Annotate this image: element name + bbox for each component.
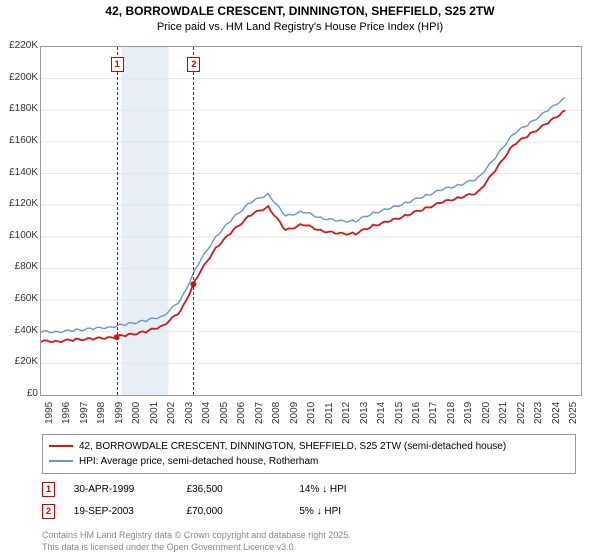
sale-marker-icon: 1 — [111, 57, 124, 72]
x-axis-label: 2002 — [166, 402, 177, 424]
x-axis-label: 1998 — [96, 402, 107, 424]
sale-delta: 5% ↓ HPI — [299, 506, 341, 517]
x-axis-label: 2005 — [219, 402, 230, 424]
sale-price: £70,000 — [187, 506, 297, 517]
x-axis-label: 2019 — [463, 402, 474, 424]
x-axis-label: 2001 — [149, 402, 160, 424]
sale-row-1: 1 30-APR-1999 £36,500 14% ↓ HPI — [42, 482, 347, 497]
y-axis-label: £180K — [0, 103, 40, 114]
page-title: 42, BORROWDALE CRESCENT, DINNINGTON, SHE… — [0, 0, 600, 20]
x-axis-label: 2018 — [446, 402, 457, 424]
y-axis-label: £140K — [0, 167, 40, 178]
x-axis-label: 2017 — [428, 402, 439, 424]
x-axis-label: 2020 — [481, 402, 492, 424]
sale-marker-icon: 2 — [42, 504, 55, 519]
y-axis-label: £60K — [0, 293, 40, 304]
sale-marker-icon: 2 — [187, 57, 200, 72]
x-axis-label: 1995 — [44, 402, 55, 424]
sale-delta: 14% ↓ HPI — [299, 484, 346, 495]
x-axis-label: 2006 — [236, 402, 247, 424]
x-axis-label: 2003 — [184, 402, 195, 424]
x-axis-label: 2009 — [289, 402, 300, 424]
x-axis-label: 2012 — [341, 402, 352, 424]
x-axis-label: 2025 — [568, 402, 579, 424]
y-axis-label: £120K — [0, 198, 40, 209]
price-chart: 12 — [40, 46, 582, 396]
x-axis-label: 2015 — [394, 402, 405, 424]
x-axis-label: 2016 — [411, 402, 422, 424]
x-axis-label: 2000 — [131, 402, 142, 424]
x-axis-label: 1996 — [61, 402, 72, 424]
license-line: This data is licensed under the Open Gov… — [42, 542, 576, 554]
x-axis-label: 2007 — [254, 402, 265, 424]
legend-item-hpi: HPI: Average price, semi-detached house,… — [49, 454, 569, 469]
x-axis-label: 2021 — [498, 402, 509, 424]
x-axis-label: 1999 — [114, 402, 125, 424]
sale-marker-icon: 1 — [42, 482, 55, 497]
y-axis-label: £220K — [0, 40, 40, 51]
x-axis-label: 2022 — [516, 402, 527, 424]
legend-label: 42, BORROWDALE CRESCENT, DINNINGTON, SHE… — [79, 441, 506, 452]
y-axis-label: £20K — [0, 356, 40, 367]
x-axis-label: 2008 — [271, 402, 282, 424]
x-axis-label: 1997 — [79, 402, 90, 424]
y-axis-label: £0 — [0, 388, 40, 399]
sale-row-2: 2 19-SEP-2003 £70,000 5% ↓ HPI — [42, 504, 341, 519]
x-axis-label: 2011 — [324, 402, 335, 424]
page-subtitle: Price paid vs. HM Land Registry's House … — [0, 20, 600, 34]
y-axis-label: £80K — [0, 261, 40, 272]
y-axis-label: £160K — [0, 135, 40, 146]
x-axis-label: 2013 — [359, 402, 370, 424]
license-text: Contains HM Land Registry data © Crown c… — [42, 530, 576, 553]
x-axis-label: 2004 — [201, 402, 212, 424]
sale-date: 19-SEP-2003 — [74, 506, 184, 517]
x-axis-label: 2024 — [551, 402, 562, 424]
license-line: Contains HM Land Registry data © Crown c… — [42, 530, 576, 542]
sale-date: 30-APR-1999 — [74, 484, 184, 495]
legend-label: HPI: Average price, semi-detached house,… — [79, 456, 318, 467]
x-axis-label: 2023 — [533, 402, 544, 424]
legend-item-price: 42, BORROWDALE CRESCENT, DINNINGTON, SHE… — [49, 439, 569, 454]
y-axis-label: £100K — [0, 230, 40, 241]
y-axis-label: £40K — [0, 325, 40, 336]
x-axis-label: 2010 — [306, 402, 317, 424]
sale-price: £36,500 — [187, 484, 297, 495]
legend: 42, BORROWDALE CRESCENT, DINNINGTON, SHE… — [42, 434, 576, 474]
y-axis-label: £200K — [0, 72, 40, 83]
x-axis-label: 2014 — [376, 402, 387, 424]
